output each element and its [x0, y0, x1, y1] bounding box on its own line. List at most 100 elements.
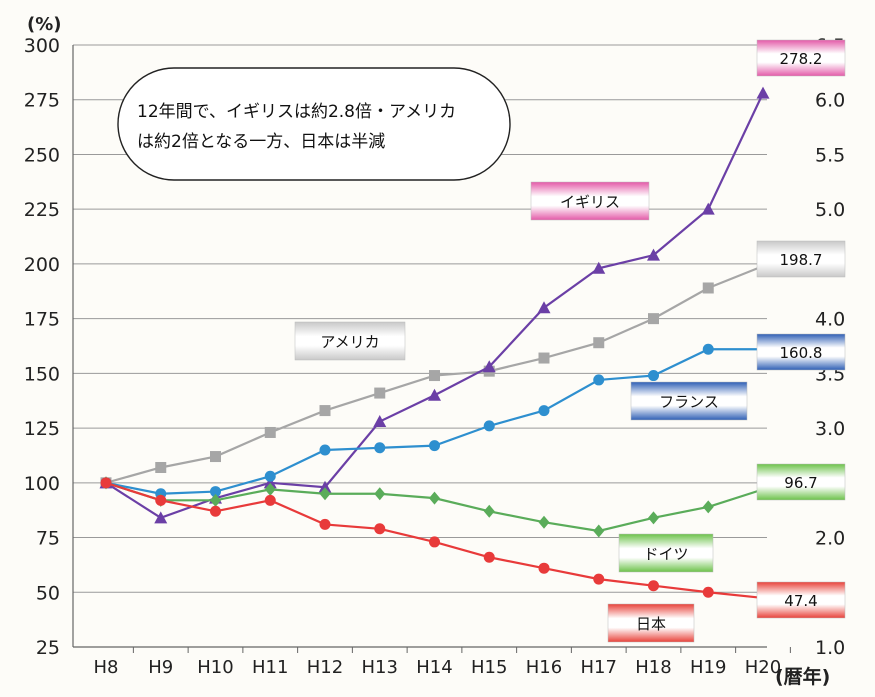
- data-point: [429, 536, 440, 548]
- y-tick-label: 300: [24, 35, 60, 57]
- annotation-bubble: [117, 67, 511, 181]
- y-tick-label: 225: [24, 199, 60, 221]
- series: [100, 343, 769, 500]
- y2-tick-label: 2.0: [815, 528, 845, 550]
- data-point: [319, 405, 331, 417]
- x-unit-label: (暦年): [775, 665, 830, 688]
- data-point: [210, 451, 221, 463]
- data-point: [318, 480, 332, 493]
- end-value-label: 198.7: [780, 251, 823, 269]
- x-tick-label: H13: [362, 657, 398, 678]
- data-point: [702, 282, 714, 294]
- x-tick-label: H12: [307, 657, 343, 678]
- data-point: [264, 426, 276, 438]
- y-tick-label: 75: [36, 528, 60, 550]
- x-tick-label: H18: [635, 657, 671, 678]
- end-value-label: 96.7: [784, 474, 817, 492]
- series: [100, 476, 769, 538]
- data-point: [373, 415, 387, 428]
- data-point: [429, 491, 440, 505]
- data-point: [155, 494, 167, 506]
- y-tick-label: 200: [24, 254, 60, 276]
- data-point: [155, 461, 167, 473]
- data-point: [210, 505, 221, 517]
- data-point: [374, 487, 386, 501]
- data-point: [593, 337, 605, 349]
- data-point: [702, 500, 714, 514]
- data-point: [538, 405, 550, 417]
- end-value-box: [756, 333, 846, 371]
- y-tick-label: 50: [36, 582, 60, 604]
- y-tick-label: 150: [24, 363, 60, 385]
- series-name-label: ドイツ: [643, 545, 688, 563]
- y-unit-label: (%): [27, 14, 62, 35]
- data-point: [702, 343, 714, 355]
- x-tick-label: H17: [581, 657, 617, 678]
- y2-tick-label: 4.0: [815, 309, 845, 331]
- y2-tick-label: 1.0: [815, 637, 845, 659]
- data-point: [374, 387, 386, 399]
- x-tick-label: H8: [94, 657, 119, 678]
- x-tick-label: H15: [471, 657, 507, 678]
- series-name-label: アメリカ: [320, 333, 379, 351]
- data-point: [482, 360, 496, 373]
- data-point: [319, 487, 331, 501]
- data-point: [319, 444, 331, 456]
- x-tick-label: H10: [197, 657, 233, 678]
- series-name-box: [607, 603, 695, 643]
- data-point: [701, 202, 715, 215]
- y2-tick-label: 5.5: [815, 144, 845, 166]
- data-point: [264, 482, 276, 496]
- series-name-box: [618, 533, 714, 573]
- data-point: [648, 580, 659, 592]
- data-point: [264, 494, 276, 506]
- y-tick-label: 25: [36, 637, 60, 659]
- series-name-box: [630, 381, 748, 421]
- end-value-box: [756, 240, 846, 278]
- data-point: [756, 86, 770, 99]
- y2-tick-label: 6.0: [815, 90, 845, 112]
- series-name-box: [294, 321, 406, 361]
- data-point: [483, 504, 495, 518]
- series-name-label: フランス: [659, 393, 719, 411]
- end-value-label: 278.2: [780, 50, 823, 68]
- annotation-text: 12年間で、イギリスは約2.8倍・アメリカ: [137, 102, 456, 122]
- x-tick-label: H20: [745, 657, 781, 678]
- data-point: [263, 476, 277, 489]
- data-point: [593, 573, 605, 585]
- y-tick-label: 250: [24, 144, 60, 166]
- data-point: [538, 515, 550, 529]
- data-point: [483, 420, 495, 432]
- y-tick-label: 100: [24, 473, 60, 495]
- series-name-label: イギリス: [560, 193, 620, 211]
- y-tick-label: 275: [24, 90, 60, 112]
- data-point: [210, 493, 221, 507]
- series-name-box: [530, 181, 650, 221]
- data-point: [483, 551, 495, 563]
- x-tick-label: H14: [416, 657, 452, 678]
- data-point: [648, 313, 659, 325]
- data-point: [647, 248, 660, 261]
- data-point: [319, 518, 331, 530]
- data-point: [374, 523, 386, 535]
- x-tick-label: H9: [148, 657, 173, 678]
- annotation-text: は約2倍となる一方、日本は半減: [137, 132, 385, 152]
- end-value-box: [756, 39, 846, 77]
- y2-tick-label: 5.0: [815, 199, 845, 221]
- series: [100, 260, 769, 489]
- data-point: [538, 562, 550, 574]
- y-tick-label: 125: [24, 418, 60, 440]
- y2-tick-label: 3.0: [815, 418, 845, 440]
- data-point: [593, 524, 605, 538]
- end-value-box: [756, 463, 846, 501]
- data-point: [374, 442, 386, 454]
- data-point: [702, 586, 714, 598]
- end-value-label: 47.4: [784, 592, 817, 610]
- data-point: [429, 370, 440, 382]
- series: [100, 477, 769, 604]
- series-line: [105, 481, 764, 533]
- x-tick-label: H16: [526, 657, 562, 678]
- data-point: [648, 370, 659, 382]
